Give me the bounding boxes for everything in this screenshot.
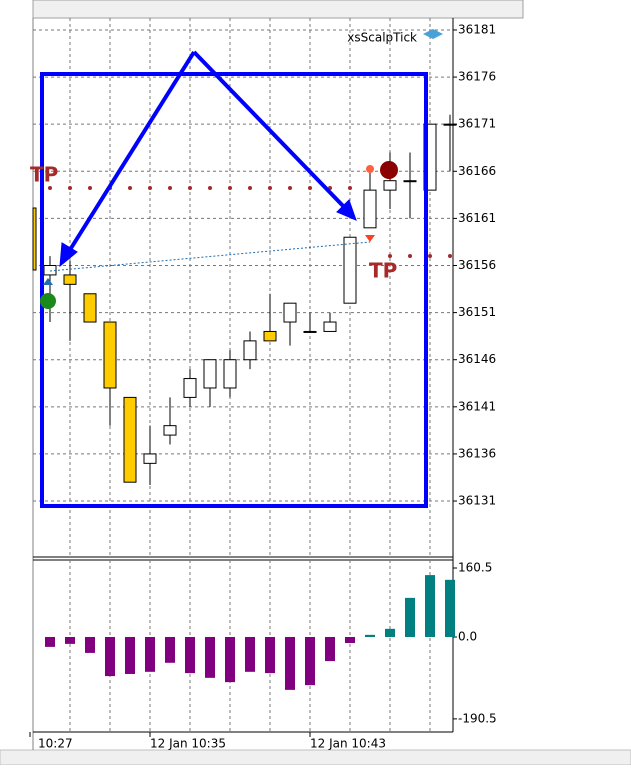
close-icon: [380, 161, 398, 179]
histogram-bar: [325, 636, 335, 662]
ea-icon: [423, 29, 443, 39]
x-tick-label: 12 Jan 10:43: [310, 737, 386, 751]
histogram-bar: [265, 636, 275, 674]
x-tick-label: 10:27: [38, 737, 73, 751]
buy-arrow: [43, 278, 53, 285]
marker: [366, 165, 374, 173]
toolbar: [32, 0, 524, 19]
ea-name: xsScalpTick: [347, 31, 417, 45]
open-icon: [40, 293, 56, 309]
y-tick-label: 36151: [458, 305, 496, 319]
histogram-bar: [385, 628, 395, 637]
candle-body: [443, 123, 457, 126]
x-tick-label: 12 Jan 10:35: [150, 737, 226, 751]
status-bar: [0, 749, 631, 766]
candle-body: [343, 236, 357, 304]
histogram-bar: [305, 636, 315, 686]
y-tick-label: 36176: [458, 70, 496, 84]
histogram-bar: [65, 636, 75, 644]
candle-body: [383, 180, 397, 191]
candle-body: [163, 425, 177, 436]
histogram-bar: [345, 636, 355, 644]
plot: 36131 36136 36141 36146 36151 36156 36161 36166…: [29, 18, 497, 751]
y-tick-label: 36156: [458, 258, 496, 272]
candle-body: [263, 330, 277, 342]
y-tick-label: 36161: [458, 211, 496, 225]
histogram-bar: [85, 636, 95, 653]
histogram-bar: [365, 634, 375, 637]
y-tick-label: 36131: [458, 494, 496, 508]
arrows: [59, 50, 357, 268]
histogram-bar: [245, 636, 255, 672]
y-tick-label: 36146: [458, 352, 496, 366]
histogram-bar: [45, 636, 55, 647]
histogram-bar: [445, 579, 455, 637]
stop-level-dots: [48, 186, 452, 258]
y-tick-label: 36136: [458, 446, 496, 460]
histogram-bar: [405, 597, 415, 637]
trade-line: [49, 241, 371, 272]
y-tick-label: 36166: [458, 164, 496, 178]
highlight-box: [40, 72, 428, 508]
candle-body: [363, 189, 377, 229]
candle-body: [103, 321, 117, 389]
y-tick-label: 36141: [458, 399, 496, 413]
candle-body: [303, 330, 317, 333]
y-tick-label: -190.5: [458, 711, 497, 725]
tp-label: TP: [30, 163, 58, 187]
sell-arrow: [365, 235, 375, 242]
histogram-bar: [125, 636, 135, 674]
histogram-bar: [205, 636, 215, 678]
candle-body: [123, 396, 137, 483]
y-tick-label: 0.0: [458, 629, 477, 643]
candle-body: [63, 274, 77, 285]
y-tick-label: 36171: [458, 117, 496, 131]
candle-body: [83, 293, 97, 323]
y-tick-label: 36181: [458, 22, 496, 36]
y-tick-label: 160.5: [458, 560, 492, 574]
candle-body: [203, 359, 217, 389]
candle-body: [183, 378, 197, 398]
histogram-bar: [105, 636, 115, 677]
histogram-bar: [165, 636, 175, 663]
histogram-bar: [185, 636, 195, 674]
candle-body: [223, 359, 237, 389]
histogram-bar: [225, 636, 235, 683]
tp-label: TP: [369, 259, 397, 283]
candle-body: [283, 302, 297, 323]
histogram-bar: [425, 575, 435, 637]
candle-body: [243, 340, 257, 361]
histogram-bar: [145, 636, 155, 672]
candle-body: [143, 453, 157, 464]
candle-body: [323, 321, 337, 332]
candle-body: [403, 180, 417, 183]
histogram-bar: [285, 636, 295, 690]
clipped-candle: [32, 207, 37, 271]
